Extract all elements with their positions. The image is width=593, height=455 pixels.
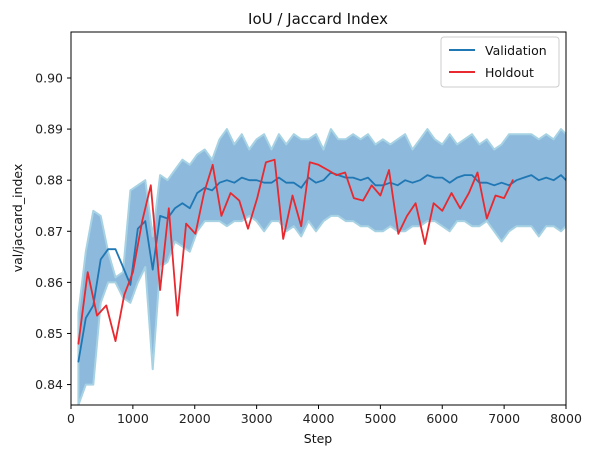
- x-tick-label: 3000: [241, 411, 273, 426]
- x-tick-label: 0: [67, 411, 75, 426]
- legend-label-validation: Validation: [485, 43, 547, 58]
- y-tick-label: 0.89: [35, 122, 63, 137]
- x-tick-label: 6000: [426, 411, 458, 426]
- y-tick-label: 0.85: [35, 326, 63, 341]
- x-tick-label: 8000: [550, 411, 582, 426]
- x-tick-label: 5000: [364, 411, 396, 426]
- y-tick-label: 0.90: [35, 70, 63, 85]
- x-tick-label: 2000: [179, 411, 211, 426]
- x-tick-label: 7000: [488, 411, 520, 426]
- confidence-band: [77, 128, 566, 405]
- plot-area: [77, 128, 566, 405]
- chart-title: IoU / Jaccard Index: [248, 10, 388, 28]
- axes: 0 1000 2000 3000 4000 5000 6000 7000 8000 0.84 0.8…: [35, 31, 582, 426]
- y-tick-label: 0.88: [35, 173, 63, 188]
- series-line-validation: [77, 171, 566, 363]
- legend: Validation Holdout: [440, 36, 560, 88]
- y-axis-label: val/jaccard_index: [10, 164, 25, 273]
- x-axis-label: Step: [304, 431, 333, 446]
- y-tick-label: 0.84: [35, 377, 63, 392]
- x-tick-label: 1000: [117, 411, 149, 426]
- legend-label-holdout: Holdout: [485, 65, 534, 80]
- y-tick-label: 0.86: [35, 275, 63, 290]
- x-tick-label: 4000: [303, 411, 335, 426]
- series-line-holdout: [77, 158, 514, 345]
- y-tick-label: 0.87: [35, 224, 63, 239]
